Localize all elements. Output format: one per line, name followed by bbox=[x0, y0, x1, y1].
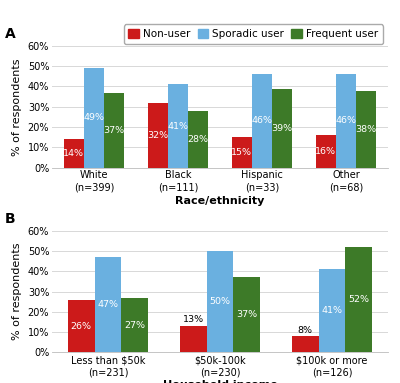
Text: 46%: 46% bbox=[252, 116, 272, 126]
Text: 13%: 13% bbox=[182, 315, 204, 324]
Text: 27%: 27% bbox=[124, 321, 145, 329]
Text: 15%: 15% bbox=[231, 148, 252, 157]
Text: 41%: 41% bbox=[322, 306, 342, 315]
Text: 46%: 46% bbox=[336, 116, 356, 126]
Text: B: B bbox=[5, 212, 16, 226]
Bar bbox=[188, 111, 208, 167]
X-axis label: Race/ethnicity: Race/ethnicity bbox=[175, 195, 265, 206]
Text: 38%: 38% bbox=[356, 124, 377, 134]
Text: 52%: 52% bbox=[348, 295, 369, 304]
Bar bbox=[94, 257, 122, 352]
Text: 50%: 50% bbox=[210, 297, 230, 306]
Bar bbox=[272, 88, 292, 167]
Bar bbox=[148, 103, 168, 167]
Text: 47%: 47% bbox=[98, 300, 118, 309]
Y-axis label: % of respondents: % of respondents bbox=[12, 243, 22, 340]
Legend: Non-user, Sporadic user, Frequent user: Non-user, Sporadic user, Frequent user bbox=[124, 25, 383, 44]
Text: 49%: 49% bbox=[84, 113, 104, 123]
Bar bbox=[68, 300, 94, 352]
Text: 41%: 41% bbox=[168, 121, 188, 131]
Bar bbox=[122, 298, 148, 352]
Bar bbox=[336, 74, 356, 167]
Bar bbox=[318, 269, 346, 352]
Bar bbox=[252, 74, 272, 167]
Text: 32%: 32% bbox=[147, 131, 168, 140]
Text: 16%: 16% bbox=[315, 147, 336, 156]
Bar bbox=[84, 68, 104, 167]
Bar bbox=[64, 139, 84, 167]
Bar bbox=[356, 90, 376, 167]
Text: 37%: 37% bbox=[104, 126, 125, 134]
Bar bbox=[292, 336, 318, 352]
Text: 37%: 37% bbox=[236, 310, 258, 319]
Bar bbox=[234, 277, 260, 352]
Text: 39%: 39% bbox=[272, 124, 293, 133]
Text: A: A bbox=[5, 27, 16, 41]
Text: 28%: 28% bbox=[188, 135, 209, 144]
X-axis label: Household income: Household income bbox=[163, 380, 277, 383]
Text: 14%: 14% bbox=[63, 149, 84, 158]
Bar bbox=[206, 251, 234, 352]
Bar bbox=[104, 93, 124, 167]
Bar bbox=[316, 135, 336, 167]
Bar bbox=[180, 326, 206, 352]
Text: 8%: 8% bbox=[298, 326, 313, 334]
Bar bbox=[346, 247, 372, 352]
Y-axis label: % of respondents: % of respondents bbox=[12, 58, 22, 155]
Bar bbox=[168, 85, 188, 167]
Bar bbox=[232, 137, 252, 167]
Text: 26%: 26% bbox=[71, 321, 92, 331]
